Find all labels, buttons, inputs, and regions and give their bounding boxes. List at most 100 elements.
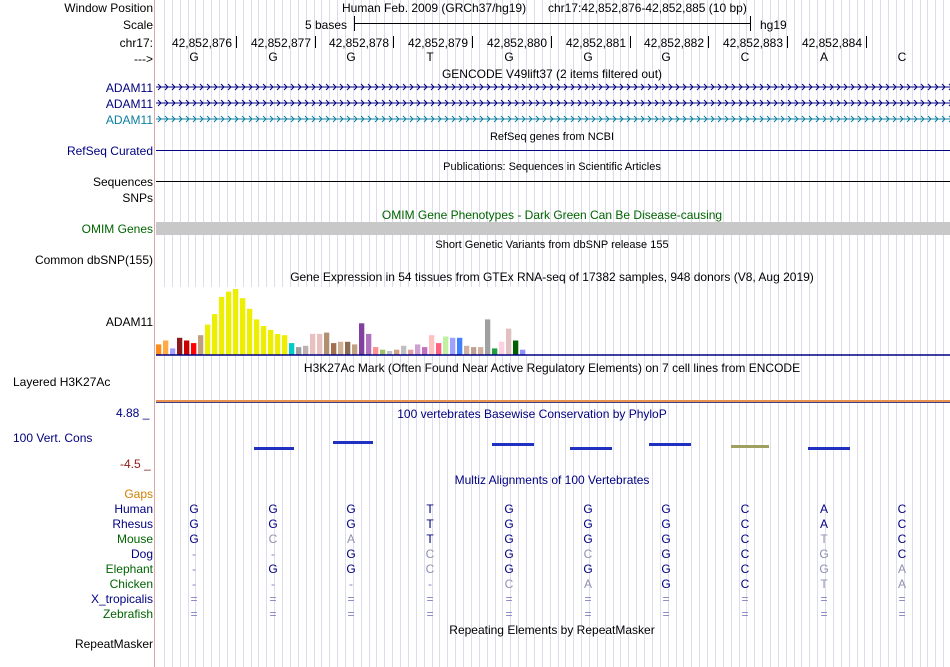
gtex-tissue-bar[interactable] [366, 333, 372, 355]
strand-chevron [262, 99, 267, 107]
gtex-tissue-bar[interactable] [317, 333, 323, 355]
gtex-tissue-bar[interactable] [198, 335, 204, 355]
gtex-tissue-bar[interactable] [156, 344, 162, 355]
gtex-tissue-bar[interactable] [352, 344, 358, 355]
phylop-glyph[interactable] [808, 447, 850, 450]
gtex-tissue-bar[interactable] [240, 298, 246, 355]
phylop-glyph[interactable] [254, 447, 294, 450]
phylop-glyph[interactable] [333, 441, 373, 444]
gtex-tissue-bar[interactable] [254, 319, 260, 355]
gtex-tissue-bar[interactable] [464, 345, 470, 355]
phylop-glyph[interactable] [570, 447, 612, 450]
gtex-tissue-bar[interactable] [247, 308, 253, 355]
refseq-label[interactable]: RefSeq Curated [66, 144, 153, 158]
gtex-tissue-bar[interactable] [282, 335, 288, 355]
omim-feature-bar[interactable] [156, 222, 950, 235]
gtex-tissue-bar[interactable] [485, 319, 491, 355]
gtex-tissue-bar[interactable] [478, 347, 484, 355]
multiz-species-label[interactable]: Rhesus [112, 517, 153, 531]
phylop-glyph[interactable] [492, 443, 534, 446]
gencode-transcripts[interactable] [156, 80, 950, 128]
publications-line[interactable] [156, 181, 950, 182]
gtex-tissue-bar[interactable] [380, 349, 386, 355]
gtex-tissue-bar[interactable] [387, 351, 393, 355]
phylop-label[interactable]: 100 Vert. Cons [13, 431, 93, 445]
gtex-tissue-bar[interactable] [443, 336, 449, 356]
strand-chevron [612, 115, 617, 123]
gtex-tissue-bar[interactable] [275, 333, 281, 355]
h3k27ac-signal-base[interactable] [156, 402, 950, 403]
gtex-tissue-bar[interactable] [184, 340, 190, 356]
gtex-tissue-bar[interactable] [233, 289, 239, 355]
multiz-species-label[interactable]: Mouse [116, 532, 153, 546]
h3k27ac-label[interactable]: Layered H3K27Ac [13, 375, 111, 389]
gtex-tissue-bar[interactable] [492, 348, 498, 355]
gtex-tissue-bar[interactable] [401, 345, 407, 355]
grid-line [746, 0, 747, 667]
gencode-label-1[interactable]: ADAM11 [105, 81, 153, 95]
gtex-tissue-bar[interactable] [289, 343, 295, 355]
gtex-tissue-bar[interactable] [296, 347, 302, 355]
multiz-species-label[interactable]: Chicken [109, 577, 153, 591]
gtex-tissue-bar[interactable] [450, 337, 456, 355]
gtex-tissue-bar[interactable] [226, 291, 232, 355]
gtex-tissue-bar[interactable] [338, 341, 344, 355]
gtex-tissue-bar[interactable] [268, 329, 274, 355]
gtex-tissue-bar[interactable] [331, 343, 337, 355]
gtex-tissue-bar[interactable] [359, 323, 365, 355]
phylop-glyph[interactable] [731, 445, 769, 448]
gtex-label[interactable]: ADAM11 [105, 315, 153, 329]
omim-label[interactable]: OMIM Genes [81, 222, 153, 236]
phylop-signal[interactable] [156, 436, 950, 456]
gtex-tissue-bar[interactable] [457, 337, 463, 355]
gtex-tissue-bar[interactable] [219, 296, 225, 355]
gtex-tissue-bar[interactable] [212, 314, 218, 355]
grid-line [723, 0, 724, 667]
phylop-glyph[interactable] [649, 443, 691, 446]
gtex-tissue-bar[interactable] [429, 335, 435, 355]
gtex-tissue-bar[interactable] [506, 328, 512, 355]
h3k27ac-signal-top[interactable] [156, 400, 950, 402]
sequences-label[interactable]: Sequences [92, 175, 153, 189]
repeatmasker-label[interactable]: RepeatMasker [74, 637, 153, 651]
gtex-tissue-bar[interactable] [310, 333, 316, 355]
multiz-species-label[interactable]: Dog [130, 547, 153, 561]
gtex-tissue-bar[interactable] [205, 324, 211, 355]
refseq-line[interactable] [156, 150, 950, 151]
gaps-label[interactable]: Gaps [124, 487, 153, 501]
gencode-label-2[interactable]: ADAM11 [105, 97, 153, 111]
gtex-tissue-bar[interactable] [422, 347, 428, 355]
multiz-species-label[interactable]: Human [114, 502, 153, 516]
gtex-tissue-bar[interactable] [499, 341, 505, 355]
gtex-tissue-bar[interactable] [177, 337, 183, 355]
gtex-tissue-bar[interactable] [513, 340, 519, 356]
multiz-species-label[interactable]: Elephant [105, 562, 153, 576]
multiz-species-label[interactable]: X_tropicalis [90, 592, 153, 606]
strand-chevron [437, 83, 442, 91]
gtex-tissue-bar[interactable] [520, 349, 526, 355]
snps-label[interactable]: SNPs [122, 191, 153, 205]
gtex-bar-chart[interactable] [156, 287, 950, 357]
gtex-tissue-bar[interactable] [471, 347, 477, 355]
gtex-tissue-bar[interactable] [170, 348, 176, 355]
gtex-tissue-bar[interactable] [415, 344, 421, 355]
gtex-tissue-bar[interactable] [261, 326, 267, 355]
gtex-tissue-bar[interactable] [408, 349, 414, 355]
strand-chevron [500, 83, 505, 91]
coordinate-tick [315, 36, 316, 48]
gtex-tissue-bar[interactable] [324, 332, 330, 355]
gtex-tissue-bar[interactable] [373, 347, 379, 355]
gtex-tissue-bar[interactable] [191, 343, 197, 355]
label-divider[interactable] [154, 0, 155, 667]
gtex-tissue-bar[interactable] [345, 341, 351, 355]
gencode-label-3[interactable]: ADAM11 [105, 113, 153, 127]
grid-line [707, 0, 708, 667]
gtex-tissue-bar[interactable] [436, 343, 442, 355]
dbsnp-label[interactable]: Common dbSNP(155) [34, 253, 153, 267]
strand-chevron [514, 115, 519, 123]
gtex-tissue-bar[interactable] [163, 340, 169, 356]
gtex-tissue-bar[interactable] [303, 345, 309, 355]
strand-chevron [591, 83, 596, 91]
multiz-species-label[interactable]: Zebrafish [102, 607, 153, 621]
gtex-tissue-bar[interactable] [394, 349, 400, 355]
